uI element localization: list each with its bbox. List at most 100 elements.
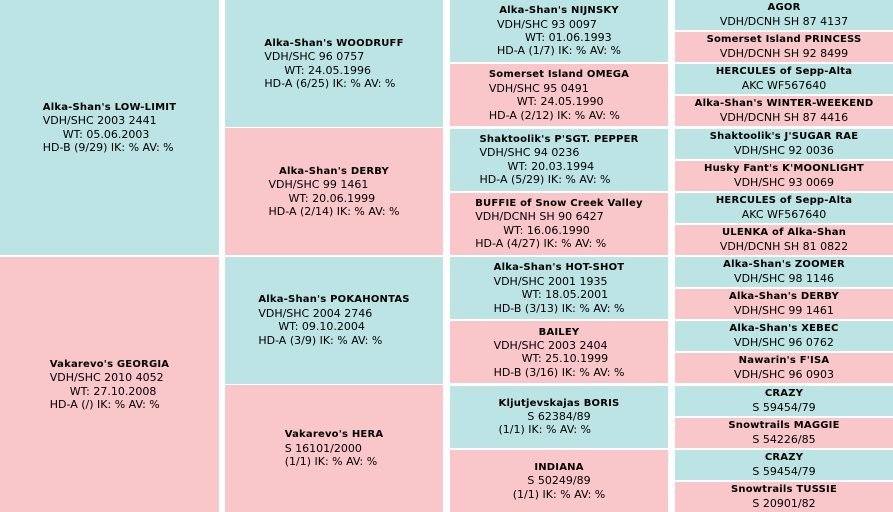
dog-entry: Alka-Shan's LOW-LIMIT VDH/SHC 2003 2441 … xyxy=(43,101,176,155)
ancestor-cell: Somerset Island PRINCESS VDH/DCNH SH 92 8… xyxy=(675,32,893,63)
dog-name[interactable]: Alka-Shan's LOW-LIMIT xyxy=(42,101,177,113)
ancestor-cell: CRAZY S 59454/79 xyxy=(675,385,893,416)
ancestor-cell: Husky Fant's K'MOONLIGHT VDH/SHC 93 0069 xyxy=(675,160,893,191)
dog-name[interactable]: Husky Fant's K'MOONLIGHT xyxy=(704,162,864,174)
whelp-date: WT: 24.05.1990 xyxy=(516,95,604,109)
dog-entry: Nawarin's F'ISA VDH/SHC 96 0903 xyxy=(734,354,834,382)
health-results: (1/1) IK: % AV: % xyxy=(284,455,378,469)
dog-entry: Alka-Shan's POKAHONTAS VDH/SHC 2004 2746… xyxy=(258,293,409,347)
whelp-date: WT: 16.06.1990 xyxy=(503,223,590,237)
dog-name[interactable]: Vakarevo's GEORGIA xyxy=(49,358,170,370)
dog-name[interactable]: BAILEY xyxy=(538,326,580,338)
dog-entry: CRAZY S 59454/79 xyxy=(752,387,815,415)
health-results: HD-A (2/12) IK: % AV: % xyxy=(488,108,620,122)
dog-entry: Shaktoolik's J'SUGAR RAE VDH/SHC 92 0036 xyxy=(710,130,859,158)
dog-name[interactable]: Alka-Shan's DERBY xyxy=(279,166,389,178)
dog-name[interactable]: Nawarin's F'ISA xyxy=(738,355,830,367)
dog-entry: Alka-Shan's HOT-SHOT VDH/SHC 2001 1935 W… xyxy=(494,261,625,315)
dog-name[interactable]: Alka-Shan's XEBEC xyxy=(729,323,839,335)
health-results: HD-A (1/7) IK: % AV: % xyxy=(497,44,621,58)
dog-name[interactable]: Somerset Island PRINCESS xyxy=(706,34,862,46)
dog-name[interactable]: HERCULES of Sepp-Alta xyxy=(715,194,853,206)
dog-name[interactable]: Alka-Shan's WINTER-WEEKEND xyxy=(694,98,874,110)
registration-number: S 59454/79 xyxy=(752,464,816,478)
health-results: HD-B (3/16) IK: % AV: % xyxy=(493,365,625,379)
dog-entry: Shaktoolik's P'SGT. PEPPER VDH/SHC 94 02… xyxy=(480,133,639,187)
dog-name[interactable]: Snowtrails MAGGIE xyxy=(728,419,840,431)
ancestor-cell: AGOR VDH/DCNH SH 87 4137 xyxy=(675,0,893,30)
registration-number: VDH/SHC 96 0762 xyxy=(734,336,834,350)
whelp-date: WT: 24.05.1996 xyxy=(284,63,371,77)
health-results: HD-A (3/9) IK: % AV: % xyxy=(258,333,383,347)
dog-entry: HERCULES of Sepp-Alta AKC WF567640 xyxy=(716,65,852,93)
health-results: HD-A (6/25) IK: % AV: % xyxy=(264,76,396,90)
dog-name[interactable]: Alka-Shan's HOT-SHOT xyxy=(493,262,625,274)
registration-number: VDH/SHC 2003 2441 xyxy=(42,114,157,128)
whelp-date: WT: 25.10.1999 xyxy=(521,352,609,366)
ancestor-cell: HERCULES of Sepp-Alta AKC WF567640 xyxy=(675,64,893,95)
dog-entry: Snowtrails MAGGIE S 54226/85 xyxy=(728,419,839,447)
ancestor-cell: CRAZY S 59454/79 xyxy=(675,449,893,480)
great-granddam-cell: Somerset Island OMEGA VDH/SHC 95 0491 WT… xyxy=(450,64,668,127)
health-results: HD-A (/) IK: % AV: % xyxy=(49,397,160,411)
dog-entry: HERCULES of Sepp-Alta AKC WF567640 xyxy=(716,194,852,222)
whelp-date: WT: 20.06.1999 xyxy=(288,191,376,205)
dog-name[interactable]: Kljutjevskajas BORIS xyxy=(498,397,620,409)
dog-name[interactable]: Shaktoolik's P'SGT. PEPPER xyxy=(479,133,639,145)
dog-name[interactable]: Alka-Shan's WOODRUFF xyxy=(264,37,404,49)
dog-entry: Somerset Island OMEGA VDH/SHC 95 0491 WT… xyxy=(489,68,629,122)
grandsire-cell: Alka-Shan's WOODRUFF VDH/SHC 96 0757 WT:… xyxy=(225,0,443,127)
great-granddam-cell: BAILEY VDH/SHC 2003 2404 WT: 25.10.1999 … xyxy=(450,321,668,384)
ancestor-cell: Snowtrails MAGGIE S 54226/85 xyxy=(675,417,893,448)
dog-name[interactable]: HERCULES of Sepp-Alta xyxy=(715,66,853,78)
registration-number: VDH/SHC 96 0903 xyxy=(734,368,834,382)
dog-entry: Snowtrails TUSSIE S 20901/82 xyxy=(731,483,837,511)
registration-number: VDH/DCNH SH 81 0822 xyxy=(719,239,849,253)
registration-number: AKC WF567640 xyxy=(741,207,827,221)
great-grandsire-cell: Kljutjevskajas BORIS S 62384/89 (1/1) IK… xyxy=(450,385,668,448)
registration-number: VDH/SHC 92 0036 xyxy=(734,143,834,157)
ancestor-cell: ULENKA of Alka-Shan VDH/DCNH SH 81 0822 xyxy=(675,224,893,255)
registration-number: VDH/DCNH SH 87 4137 xyxy=(719,15,849,28)
generation-2: Alka-Shan's WOODRUFF VDH/SHC 96 0757 WT:… xyxy=(225,0,443,512)
dog-entry: ULENKA of Alka-Shan VDH/DCNH SH 81 0822 xyxy=(720,226,848,254)
granddam-cell: Vakarevo's HERA S 16101/2000 (1/1) IK: %… xyxy=(225,384,443,512)
whelp-date: WT: 01.06.1993 xyxy=(525,31,612,44)
ancestor-cell: Alka-Shan's ZOOMER VDH/SHC 98 1146 xyxy=(675,257,893,287)
dog-name[interactable]: Alka-Shan's DERBY xyxy=(729,291,839,303)
whelp-date: WT: 27.10.2008 xyxy=(69,384,157,398)
dog-name[interactable]: Alka-Shan's NIJNSKY xyxy=(499,5,619,17)
dog-name[interactable]: ULENKA of Alka-Shan xyxy=(721,226,847,238)
health-results: (1/1) IK: % AV: % xyxy=(498,423,592,437)
registration-number: VDH/SHC 2001 1935 xyxy=(493,274,608,288)
dog-entry: Alka-Shan's WOODRUFF VDH/SHC 96 0757 WT:… xyxy=(264,37,403,91)
registration-number: VDH/SHC 96 0757 xyxy=(264,50,365,64)
dog-name[interactable]: Shaktoolik's J'SUGAR RAE xyxy=(709,130,859,142)
registration-number: VDH/DCNH SH 92 8499 xyxy=(719,47,849,61)
generation-1: Alka-Shan's LOW-LIMIT VDH/SHC 2003 2441 … xyxy=(0,0,219,512)
dog-entry: Kljutjevskajas BORIS S 62384/89 (1/1) IK… xyxy=(499,397,620,437)
dog-name[interactable]: Alka-Shan's ZOOMER xyxy=(723,259,845,270)
sire-cell: Alka-Shan's LOW-LIMIT VDH/SHC 2003 2441 … xyxy=(0,0,219,255)
ancestor-cell: Alka-Shan's WINTER-WEEKEND VDH/DCNH SH 87… xyxy=(675,96,893,127)
health-results: HD-A (5/29) IK: % AV: % xyxy=(479,172,611,186)
dog-name[interactable]: INDIANA xyxy=(534,461,584,473)
dog-entry: Alka-Shan's WINTER-WEEKEND VDH/DCNH SH 87… xyxy=(695,97,874,125)
dog-entry: INDIANA S 50249/89 (1/1) IK: % AV: % xyxy=(513,461,606,501)
dog-name[interactable]: Snowtrails TUSSIE xyxy=(730,483,838,495)
dog-entry: Vakarevo's GEORGIA VDH/SHC 2010 4052 WT:… xyxy=(50,358,169,412)
dog-name[interactable]: CRAZY xyxy=(764,387,804,399)
dog-name[interactable]: CRAZY xyxy=(764,451,804,463)
dog-name[interactable]: Somerset Island OMEGA xyxy=(488,69,630,81)
registration-number: VDH/SHC 2003 2404 xyxy=(493,339,608,352)
dog-name[interactable]: AGOR xyxy=(767,2,801,13)
dog-name[interactable]: BUFFIE of Snow Creek Valley xyxy=(475,198,643,210)
dog-name[interactable]: Alka-Shan's POKAHONTAS xyxy=(258,294,410,306)
dog-name[interactable]: Vakarevo's HERA xyxy=(284,429,384,441)
registration-number: VDH/SHC 99 1461 xyxy=(268,178,369,192)
grandsire-cell: Alka-Shan's POKAHONTAS VDH/SHC 2004 2746… xyxy=(225,256,443,384)
registration-number: VDH/DCNH SH 90 6427 xyxy=(475,210,604,224)
registration-number: S 20901/82 xyxy=(752,496,816,510)
dog-entry: Somerset Island PRINCESS VDH/DCNH SH 92 8… xyxy=(707,33,862,61)
